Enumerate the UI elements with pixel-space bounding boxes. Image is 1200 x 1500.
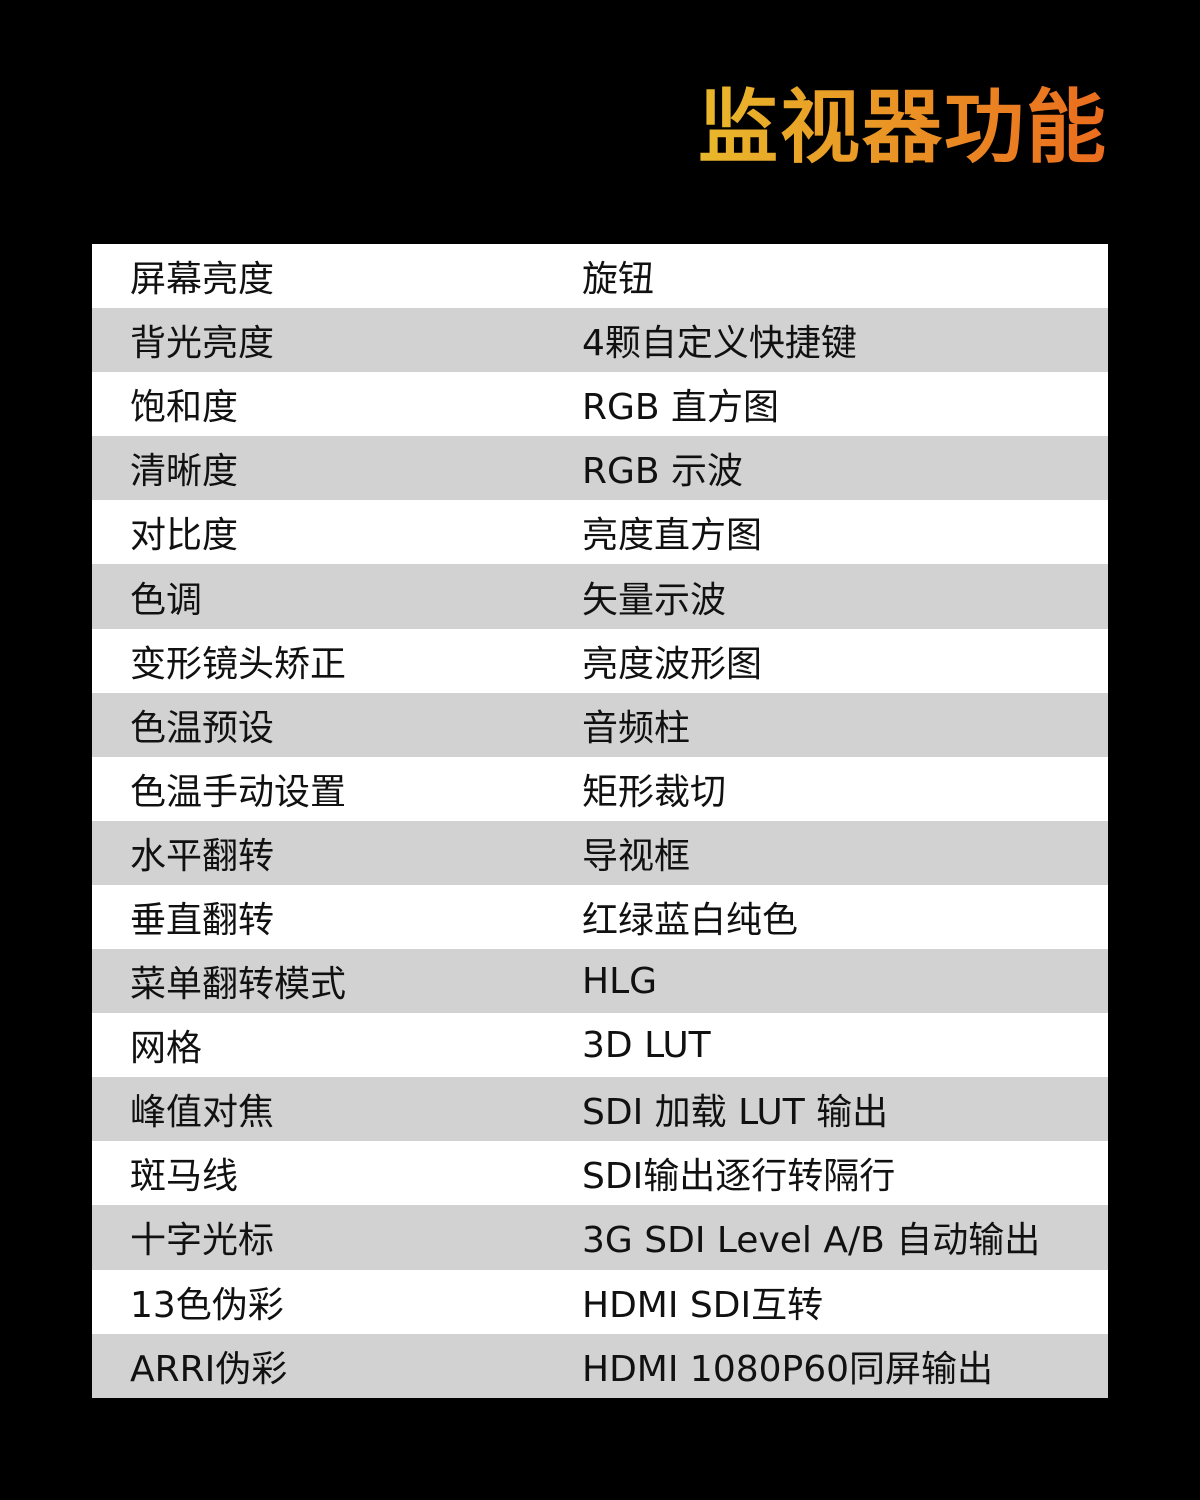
feature-right: 3D LUT [582, 1024, 711, 1066]
table-row: 十字光标 3G SDI Level A/B 自动输出 [92, 1205, 1108, 1270]
feature-right: 音频柱 [582, 707, 691, 749]
feature-left: ARRI伪彩 [130, 1348, 288, 1390]
feature-right: 红绿蓝白纯色 [582, 899, 799, 941]
table-row: 峰值对焦 SDI 加载 LUT 输出 [92, 1077, 1108, 1142]
feature-left: 色调 [130, 579, 203, 621]
table-row: 变形镜头矫正 亮度波形图 [92, 628, 1108, 693]
table-row: 菜单翻转模式 HLG [92, 949, 1108, 1014]
feature-left: 饱和度 [130, 387, 239, 429]
feature-right: HDMI 1080P60同屏输出 [582, 1348, 994, 1390]
feature-left: 变形镜头矫正 [130, 643, 347, 685]
feature-left: 清晰度 [130, 451, 239, 493]
feature-right: 3G SDI Level A/B 自动输出 [582, 1220, 1041, 1262]
table-row: 饱和度 RGB 直方图 [92, 372, 1108, 437]
feature-left: 十字光标 [130, 1220, 275, 1262]
feature-right: 亮度直方图 [582, 515, 763, 557]
feature-right: HDMI SDI互转 [582, 1284, 824, 1326]
table-row: 对比度 亮度直方图 [92, 500, 1108, 565]
feature-left: 网格 [130, 1028, 203, 1070]
feature-right: SDI 加载 LUT 输出 [582, 1092, 889, 1134]
table-row: 色温手动设置 矩形裁切 [92, 756, 1108, 821]
feature-left: 水平翻转 [130, 835, 275, 877]
feature-left: 垂直翻转 [130, 899, 275, 941]
table-row: 屏幕亮度 旋钮 [92, 244, 1108, 309]
table-row: 网格 3D LUT [92, 1013, 1108, 1078]
table-row: 色温预设 音频柱 [92, 692, 1108, 757]
feature-right: 4颗自定义快捷键 [582, 323, 857, 365]
feature-left: 对比度 [130, 515, 239, 557]
feature-left: 菜单翻转模式 [130, 964, 347, 1006]
feature-left: 斑马线 [130, 1156, 239, 1198]
table-row: 色调 矢量示波 [92, 564, 1108, 629]
feature-left: 峰值对焦 [130, 1092, 275, 1134]
feature-right: RGB 直方图 [582, 387, 780, 429]
feature-right: HLG [582, 960, 658, 1002]
feature-right: 导视框 [582, 835, 691, 877]
feature-right: 矢量示波 [582, 579, 727, 621]
table-row: 垂直翻转 红绿蓝白纯色 [92, 884, 1108, 950]
table-row: 13色伪彩 HDMI SDI互转 [92, 1269, 1108, 1334]
feature-left: 13色伪彩 [130, 1284, 284, 1326]
feature-right: SDI输出逐行转隔行 [582, 1156, 896, 1198]
feature-right: RGB 示波 [582, 451, 744, 493]
feature-left: 色温预设 [130, 707, 275, 749]
table-row: 清晰度 RGB 示波 [92, 436, 1108, 501]
feature-left: 屏幕亮度 [130, 259, 275, 301]
table-row: 斑马线 SDI输出逐行转隔行 [92, 1141, 1108, 1206]
feature-table: 屏幕亮度 旋钮背光亮度 4颗自定义快捷键饱和度 RGB 直方图清晰度 RGB 示波对比度… [92, 244, 1108, 1398]
feature-right: 亮度波形图 [582, 643, 763, 685]
page-title: 监视器功能 [698, 78, 1108, 178]
table-row: ARRI伪彩 HDMI 1080P60同屏输出 [92, 1333, 1108, 1398]
feature-left: 背光亮度 [130, 323, 275, 365]
feature-right: 矩形裁切 [582, 771, 727, 813]
table-row: 背光亮度 4颗自定义快捷键 [92, 308, 1108, 373]
feature-left: 色温手动设置 [130, 771, 347, 813]
table-row: 水平翻转 导视框 [92, 820, 1108, 885]
feature-right: 旋钮 [582, 259, 655, 301]
